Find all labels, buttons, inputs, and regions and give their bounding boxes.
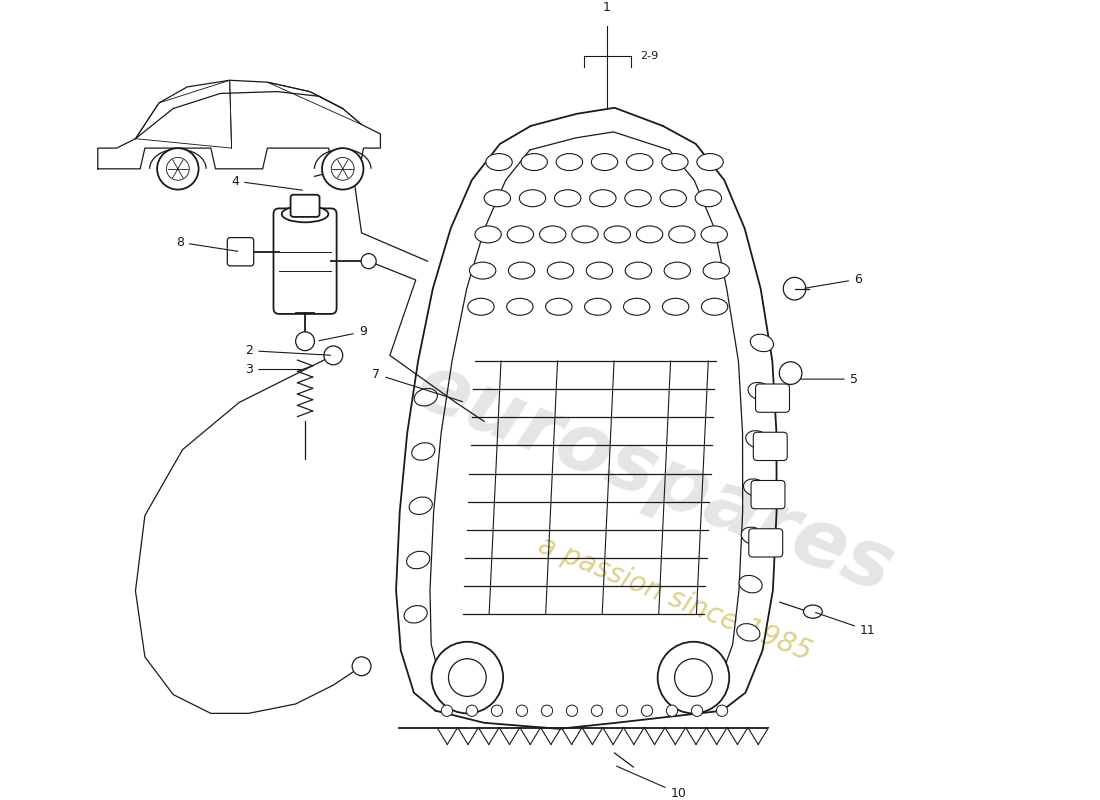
Circle shape — [157, 148, 199, 190]
Ellipse shape — [470, 262, 496, 279]
Text: 3: 3 — [245, 363, 302, 376]
Ellipse shape — [546, 298, 572, 315]
Text: 10: 10 — [616, 766, 686, 800]
Circle shape — [322, 148, 363, 190]
Circle shape — [674, 658, 713, 697]
Ellipse shape — [664, 262, 691, 279]
Ellipse shape — [484, 190, 510, 206]
Circle shape — [641, 705, 652, 716]
Text: 1: 1 — [603, 1, 611, 14]
Ellipse shape — [624, 298, 650, 315]
Ellipse shape — [409, 497, 432, 514]
Text: 11: 11 — [815, 613, 876, 637]
Ellipse shape — [415, 389, 438, 406]
Circle shape — [352, 657, 371, 676]
Circle shape — [323, 346, 343, 365]
Circle shape — [166, 158, 189, 180]
Circle shape — [779, 362, 802, 384]
Text: a passion since 1985: a passion since 1985 — [534, 530, 815, 666]
Ellipse shape — [519, 190, 546, 206]
Ellipse shape — [662, 154, 689, 170]
Ellipse shape — [584, 298, 610, 315]
Ellipse shape — [557, 154, 583, 170]
Ellipse shape — [739, 575, 762, 593]
Circle shape — [441, 705, 452, 716]
Circle shape — [361, 254, 376, 269]
Ellipse shape — [407, 551, 430, 569]
Circle shape — [716, 705, 728, 716]
Circle shape — [592, 705, 603, 716]
Circle shape — [492, 705, 503, 716]
Circle shape — [658, 642, 729, 714]
Ellipse shape — [737, 624, 760, 641]
Ellipse shape — [554, 190, 581, 206]
Text: 6: 6 — [805, 273, 861, 288]
Ellipse shape — [468, 298, 494, 315]
FancyBboxPatch shape — [756, 384, 790, 412]
Ellipse shape — [662, 298, 689, 315]
Text: 2-9: 2-9 — [640, 51, 658, 61]
FancyBboxPatch shape — [228, 238, 254, 266]
Ellipse shape — [604, 226, 630, 243]
Ellipse shape — [702, 298, 728, 315]
Ellipse shape — [507, 298, 534, 315]
Ellipse shape — [750, 334, 773, 352]
Ellipse shape — [660, 190, 686, 206]
Text: 2: 2 — [245, 344, 330, 357]
FancyBboxPatch shape — [274, 209, 337, 314]
Circle shape — [566, 705, 578, 716]
Ellipse shape — [695, 190, 722, 206]
Ellipse shape — [507, 226, 534, 243]
Ellipse shape — [748, 382, 771, 400]
Ellipse shape — [572, 226, 598, 243]
Ellipse shape — [697, 154, 724, 170]
Ellipse shape — [627, 154, 653, 170]
Circle shape — [431, 642, 503, 714]
Circle shape — [616, 705, 628, 716]
Circle shape — [449, 658, 486, 697]
Text: 4: 4 — [231, 174, 302, 190]
Ellipse shape — [803, 605, 823, 618]
Circle shape — [541, 705, 552, 716]
Circle shape — [667, 705, 678, 716]
Ellipse shape — [475, 226, 502, 243]
Ellipse shape — [404, 606, 427, 623]
FancyBboxPatch shape — [290, 194, 319, 217]
Ellipse shape — [625, 190, 651, 206]
Ellipse shape — [586, 262, 613, 279]
Ellipse shape — [703, 262, 729, 279]
Ellipse shape — [521, 154, 548, 170]
FancyBboxPatch shape — [754, 432, 788, 461]
Text: 5: 5 — [801, 373, 858, 386]
Ellipse shape — [486, 154, 513, 170]
Ellipse shape — [625, 262, 651, 279]
Ellipse shape — [411, 442, 434, 460]
Circle shape — [783, 278, 806, 300]
Ellipse shape — [539, 226, 565, 243]
Ellipse shape — [548, 262, 574, 279]
FancyBboxPatch shape — [749, 529, 783, 557]
Circle shape — [516, 705, 528, 716]
Text: eurospares: eurospares — [403, 346, 904, 610]
Circle shape — [466, 705, 477, 716]
Ellipse shape — [508, 262, 535, 279]
Ellipse shape — [592, 154, 618, 170]
FancyBboxPatch shape — [751, 481, 785, 509]
Text: 9: 9 — [319, 326, 366, 341]
Ellipse shape — [590, 190, 616, 206]
Text: 7: 7 — [373, 368, 463, 402]
Ellipse shape — [637, 226, 663, 243]
Ellipse shape — [741, 527, 764, 545]
Ellipse shape — [282, 206, 329, 222]
Text: 8: 8 — [176, 236, 238, 251]
Ellipse shape — [669, 226, 695, 243]
Ellipse shape — [746, 430, 769, 448]
Circle shape — [692, 705, 703, 716]
Ellipse shape — [701, 226, 727, 243]
Ellipse shape — [744, 479, 767, 496]
Circle shape — [296, 332, 315, 350]
Circle shape — [331, 158, 354, 180]
